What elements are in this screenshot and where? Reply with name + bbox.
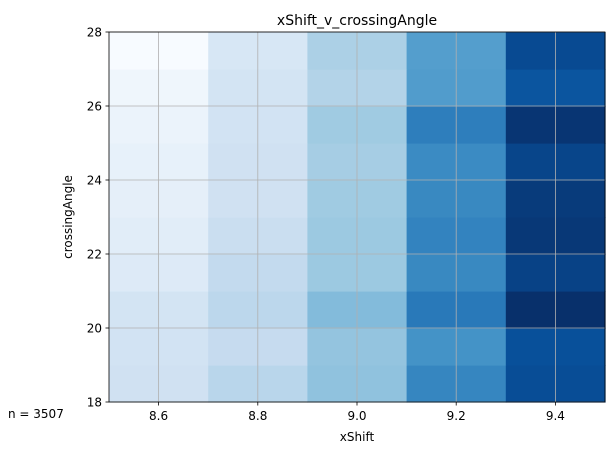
- x-axis-ticks: 8.6 8.8 9.0 9.2 9.4: [149, 402, 565, 423]
- y-tick-label: 18: [87, 396, 102, 410]
- x-tick-label: 9.2: [447, 409, 466, 423]
- y-axis-label: crossingAngle: [61, 175, 75, 259]
- y-tick-label: 20: [87, 322, 102, 336]
- x-tick-label: 9.4: [546, 409, 565, 423]
- x-tick-label: 8.6: [149, 409, 168, 423]
- y-tick-label: 22: [87, 248, 102, 262]
- x-axis-label: xShift: [340, 430, 375, 444]
- x-tick-label: 9.0: [347, 409, 366, 423]
- sample-count-note: n = 3507: [8, 407, 64, 421]
- y-tick-label: 28: [87, 26, 102, 40]
- y-tick-label: 24: [87, 174, 102, 188]
- y-axis-ticks: 18 20 22 24 26 28: [87, 26, 109, 410]
- y-tick-label: 26: [87, 100, 102, 114]
- x-tick-label: 8.8: [248, 409, 267, 423]
- chart-title: xShift_v_crossingAngle: [277, 13, 437, 29]
